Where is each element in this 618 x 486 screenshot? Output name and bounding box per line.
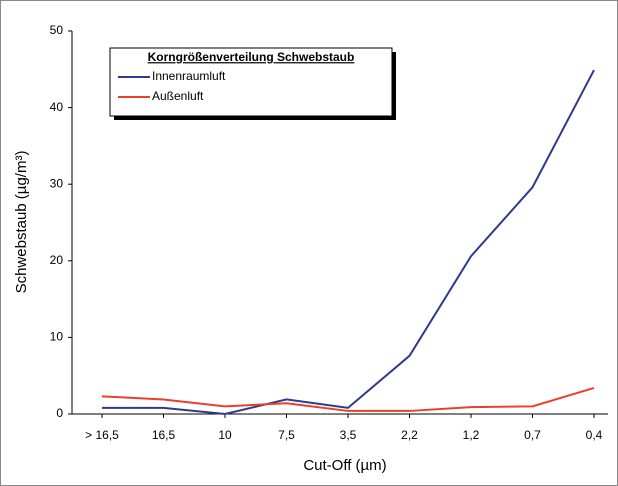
y-tick-label: 0 [56,406,63,420]
x-tick-label: 0,4 [586,428,603,442]
y-tick-label: 50 [50,23,64,37]
y-tick-label: 40 [50,100,64,114]
legend-label: Außenluft [152,89,204,103]
x-tick-label: 2,2 [401,428,418,442]
x-tick-label: 10 [218,428,232,442]
y-tick-label: 10 [50,330,64,344]
x-tick-label: > 16,5 [85,428,119,442]
x-tick-label: 7,5 [278,428,295,442]
x-tick-label: 3,5 [340,428,357,442]
series-line [102,69,595,416]
x-tick-label: 16,5 [152,428,176,442]
x-axis-title: Cut-Off (µm) [303,457,386,474]
y-tick-label: 30 [50,176,64,190]
legend-title: Korngrößenverteilung Schwebstaub [148,50,355,64]
legend-box [109,47,393,117]
x-tick-label: 1,2 [463,428,480,442]
series-line [101,386,595,412]
x-tick-label: 0,7 [524,428,541,442]
legend-label: Innenraumluft [152,69,226,83]
y-tick-label: 20 [50,253,64,267]
y-axis-title: Schwebstaub (µg/m³) [13,151,30,294]
